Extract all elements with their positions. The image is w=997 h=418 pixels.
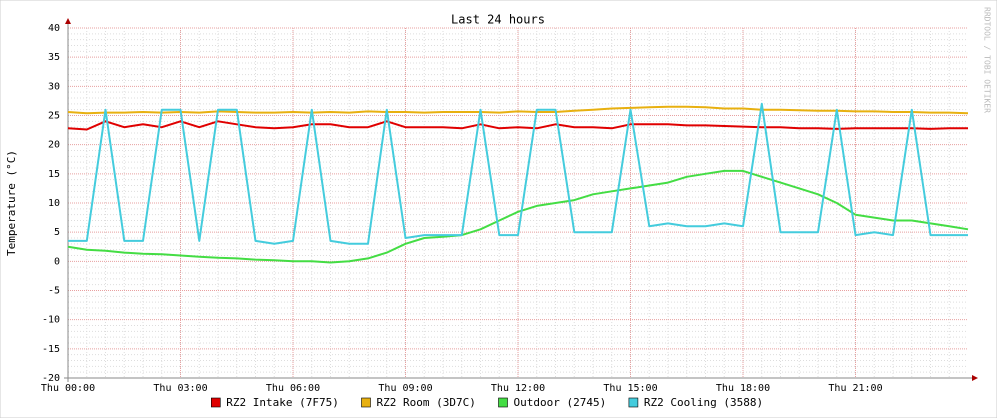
y-tick-label: 10: [48, 198, 60, 209]
x-tick-label: Thu 12:00: [491, 383, 545, 394]
x-tick-label: Thu 21:00: [828, 383, 882, 394]
series-line: [67, 169, 969, 264]
x-axis-arrow: [972, 375, 978, 381]
legend-swatch: [361, 397, 371, 408]
y-axis-label: Temperature (°C): [5, 150, 18, 256]
y-tick-label: -5: [48, 286, 60, 297]
x-tick-label: Thu 03:00: [153, 383, 207, 394]
y-tick-label: 0: [54, 256, 60, 267]
y-tick-label: 5: [54, 227, 60, 238]
x-tick-label: Thu 18:00: [716, 383, 770, 394]
legend-label: RZ2 Cooling (3588): [644, 396, 763, 409]
x-tick-label: Thu 00:00: [41, 383, 95, 394]
y-tick-label: -10: [42, 315, 60, 326]
legend-swatch: [628, 397, 639, 408]
legend-label: RZ2 Intake (7F75): [226, 396, 339, 409]
series-line: [67, 120, 968, 131]
legend-swatch: [498, 397, 508, 408]
legend-swatch: [211, 397, 221, 408]
series-line: [68, 102, 968, 245]
y-tick-label: -15: [42, 344, 60, 355]
y-axis-arrow: [65, 18, 71, 24]
legend-label: Outdoor (2745): [514, 396, 607, 409]
x-tick-label: Thu 06:00: [266, 383, 320, 394]
y-tick-label: -20: [42, 373, 60, 384]
y-tick-label: 20: [48, 140, 60, 151]
x-tick-label: Thu 09:00: [378, 383, 432, 394]
watermark: RRDTOOL / TOBI OETIKER: [983, 7, 992, 113]
y-tick-label: 35: [48, 52, 60, 63]
chart-title: Last 24 hours: [451, 13, 545, 27]
y-tick-label: 25: [48, 111, 60, 122]
y-tick-label: 40: [48, 23, 60, 34]
y-tick-label: 30: [48, 81, 60, 92]
legend-label: RZ2 Room (3D7C): [377, 396, 476, 409]
y-tick-label: 15: [48, 169, 60, 180]
x-tick-label: Thu 15:00: [603, 383, 657, 394]
